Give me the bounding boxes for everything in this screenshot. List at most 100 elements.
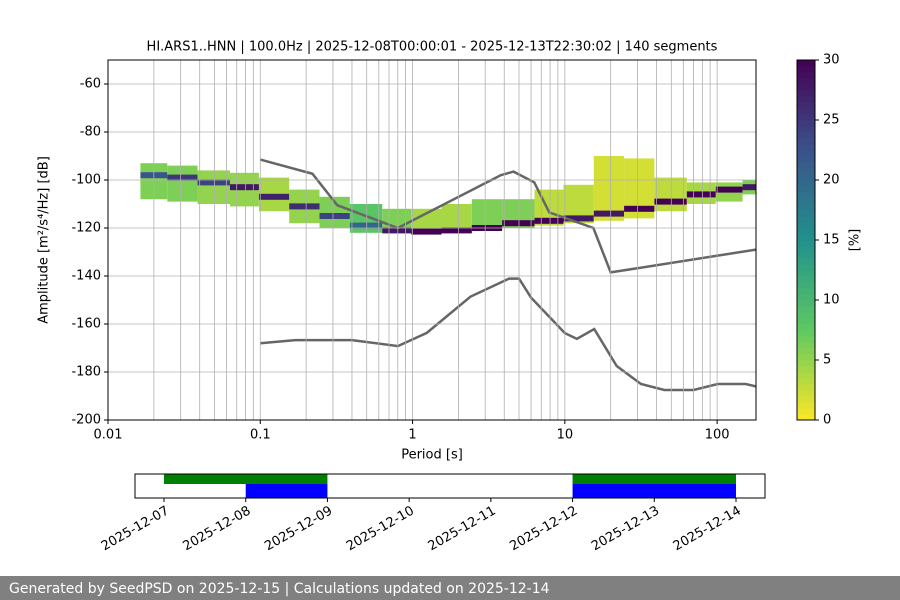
- density-mode: [258, 193, 290, 200]
- colorbar-cell: [797, 264, 815, 271]
- colorbar-cell: [797, 414, 815, 421]
- colorbar-cell: [797, 288, 815, 295]
- y-tick-label: -100: [71, 173, 101, 188]
- density-band: [654, 177, 687, 212]
- density-mode: [593, 210, 625, 217]
- x-tick-label: 2025-12-11: [426, 504, 499, 555]
- colorbar-cell: [797, 120, 815, 127]
- y-tick-label: -80: [80, 125, 101, 140]
- colorbar-cell: [797, 72, 815, 79]
- colorbar-cell: [797, 222, 815, 229]
- x-tick-label: 2025-12-09: [262, 504, 335, 555]
- density-mode: [289, 203, 320, 210]
- colorbar-cell: [797, 198, 815, 205]
- colorbar-cell: [797, 234, 815, 241]
- density-mode: [624, 205, 655, 212]
- colorbar-cell: [797, 336, 815, 343]
- x-tick-label: 0.01: [94, 428, 123, 443]
- colorbar-cell: [797, 66, 815, 73]
- density-mode: [167, 174, 198, 181]
- y-tick-label: -120: [71, 221, 101, 236]
- x-tick-label: 2025-12-08: [181, 504, 254, 555]
- y-tick-label: -160: [71, 317, 101, 332]
- colorbar-cell: [797, 252, 815, 259]
- colorbar-cell: [797, 330, 815, 337]
- colorbar-cell: [797, 246, 815, 253]
- density-mode: [197, 179, 230, 186]
- x-tick-label: 10: [557, 428, 574, 443]
- colorbar-cell: [797, 384, 815, 391]
- colorbar-cell: [797, 84, 815, 91]
- colorbar-cell: [797, 342, 815, 349]
- density-mode: [563, 215, 594, 222]
- colorbar-cell: [797, 144, 815, 151]
- colorbar-cell: [797, 366, 815, 373]
- y-tick-label: -140: [71, 269, 101, 284]
- used-span: [245, 484, 328, 498]
- colorbar-cell: [797, 390, 815, 397]
- colorbar-cell: [797, 150, 815, 157]
- colorbar-cell: [797, 156, 815, 163]
- x-tick-label: 2025-12-14: [671, 504, 744, 555]
- colorbar-cell: [797, 378, 815, 385]
- colorbar-cell: [797, 396, 815, 403]
- colorbar-cell: [797, 138, 815, 145]
- chart-title: HI.ARS1..HNN | 100.0Hz | 2025-12-08T00:0…: [147, 40, 718, 55]
- colorbar-cell: [797, 162, 815, 169]
- colorbar-cell: [797, 78, 815, 85]
- colorbar-cell: [797, 282, 815, 289]
- density-mode: [229, 184, 259, 191]
- footer: Generated by SeedPSD on 2025-12-15 | Cal…: [9, 581, 550, 597]
- y-tick-label: -60: [80, 77, 101, 92]
- colorbar-cell: [797, 204, 815, 211]
- colorbar-cell: [797, 402, 815, 409]
- colorbar-cell: [797, 90, 815, 97]
- colorbar-cell: [797, 60, 815, 67]
- y-tick-label: -200: [71, 413, 101, 428]
- density-mode: [441, 227, 472, 234]
- x-tick-label: 0.1: [250, 428, 271, 443]
- footer-bar: [0, 576, 900, 600]
- axes-frame: [107, 59, 757, 421]
- colorbar-tick-label: 20: [823, 173, 840, 188]
- data-span: [164, 474, 328, 484]
- colorbar-cell: [797, 312, 815, 319]
- density-mode: [502, 220, 535, 227]
- colorbar-cell: [797, 408, 815, 415]
- plot-area: [140, 156, 756, 392]
- colorbar-cell: [797, 300, 815, 307]
- x-tick-label: 100: [705, 428, 730, 443]
- density-mode: [686, 191, 716, 198]
- colorbar-cell: [797, 294, 815, 301]
- colorbar-cell: [797, 102, 815, 109]
- y-axis-label: Amplitude [m²/s⁴/Hz] [dB]: [37, 156, 52, 324]
- colorbar-cell: [797, 114, 815, 121]
- density-mode: [715, 186, 743, 193]
- colorbar-cell: [797, 174, 815, 181]
- colorbar-cell: [797, 348, 815, 355]
- colorbar-tick-label: 25: [823, 113, 840, 128]
- timeline-frame: [134, 473, 766, 499]
- x-tick-label: 2025-12-07: [99, 504, 172, 555]
- x-tick-label: 2025-12-12: [507, 504, 580, 555]
- colorbar-cell: [797, 96, 815, 103]
- colorbar-cell: [797, 306, 815, 313]
- data-span: [572, 474, 736, 484]
- nlnm-line: [260, 277, 756, 392]
- colorbar-cell: [797, 126, 815, 133]
- colorbar-cell: [797, 228, 815, 235]
- density-mode: [319, 213, 350, 219]
- colorbar-cell: [797, 270, 815, 277]
- colorbar-cell: [797, 240, 815, 247]
- colorbar-cell: [797, 318, 815, 325]
- colorbar-cell: [797, 360, 815, 367]
- density-mode: [382, 227, 412, 234]
- colorbar-cell: [797, 354, 815, 361]
- colorbar-cell: [797, 132, 815, 139]
- colorbar-tick-label: 10: [823, 293, 840, 308]
- colorbar-label: [%]: [848, 229, 863, 252]
- density-mode: [411, 228, 442, 235]
- density-band: [197, 170, 230, 204]
- colorbar-cell: [797, 180, 815, 187]
- colorbar-cell: [797, 168, 815, 175]
